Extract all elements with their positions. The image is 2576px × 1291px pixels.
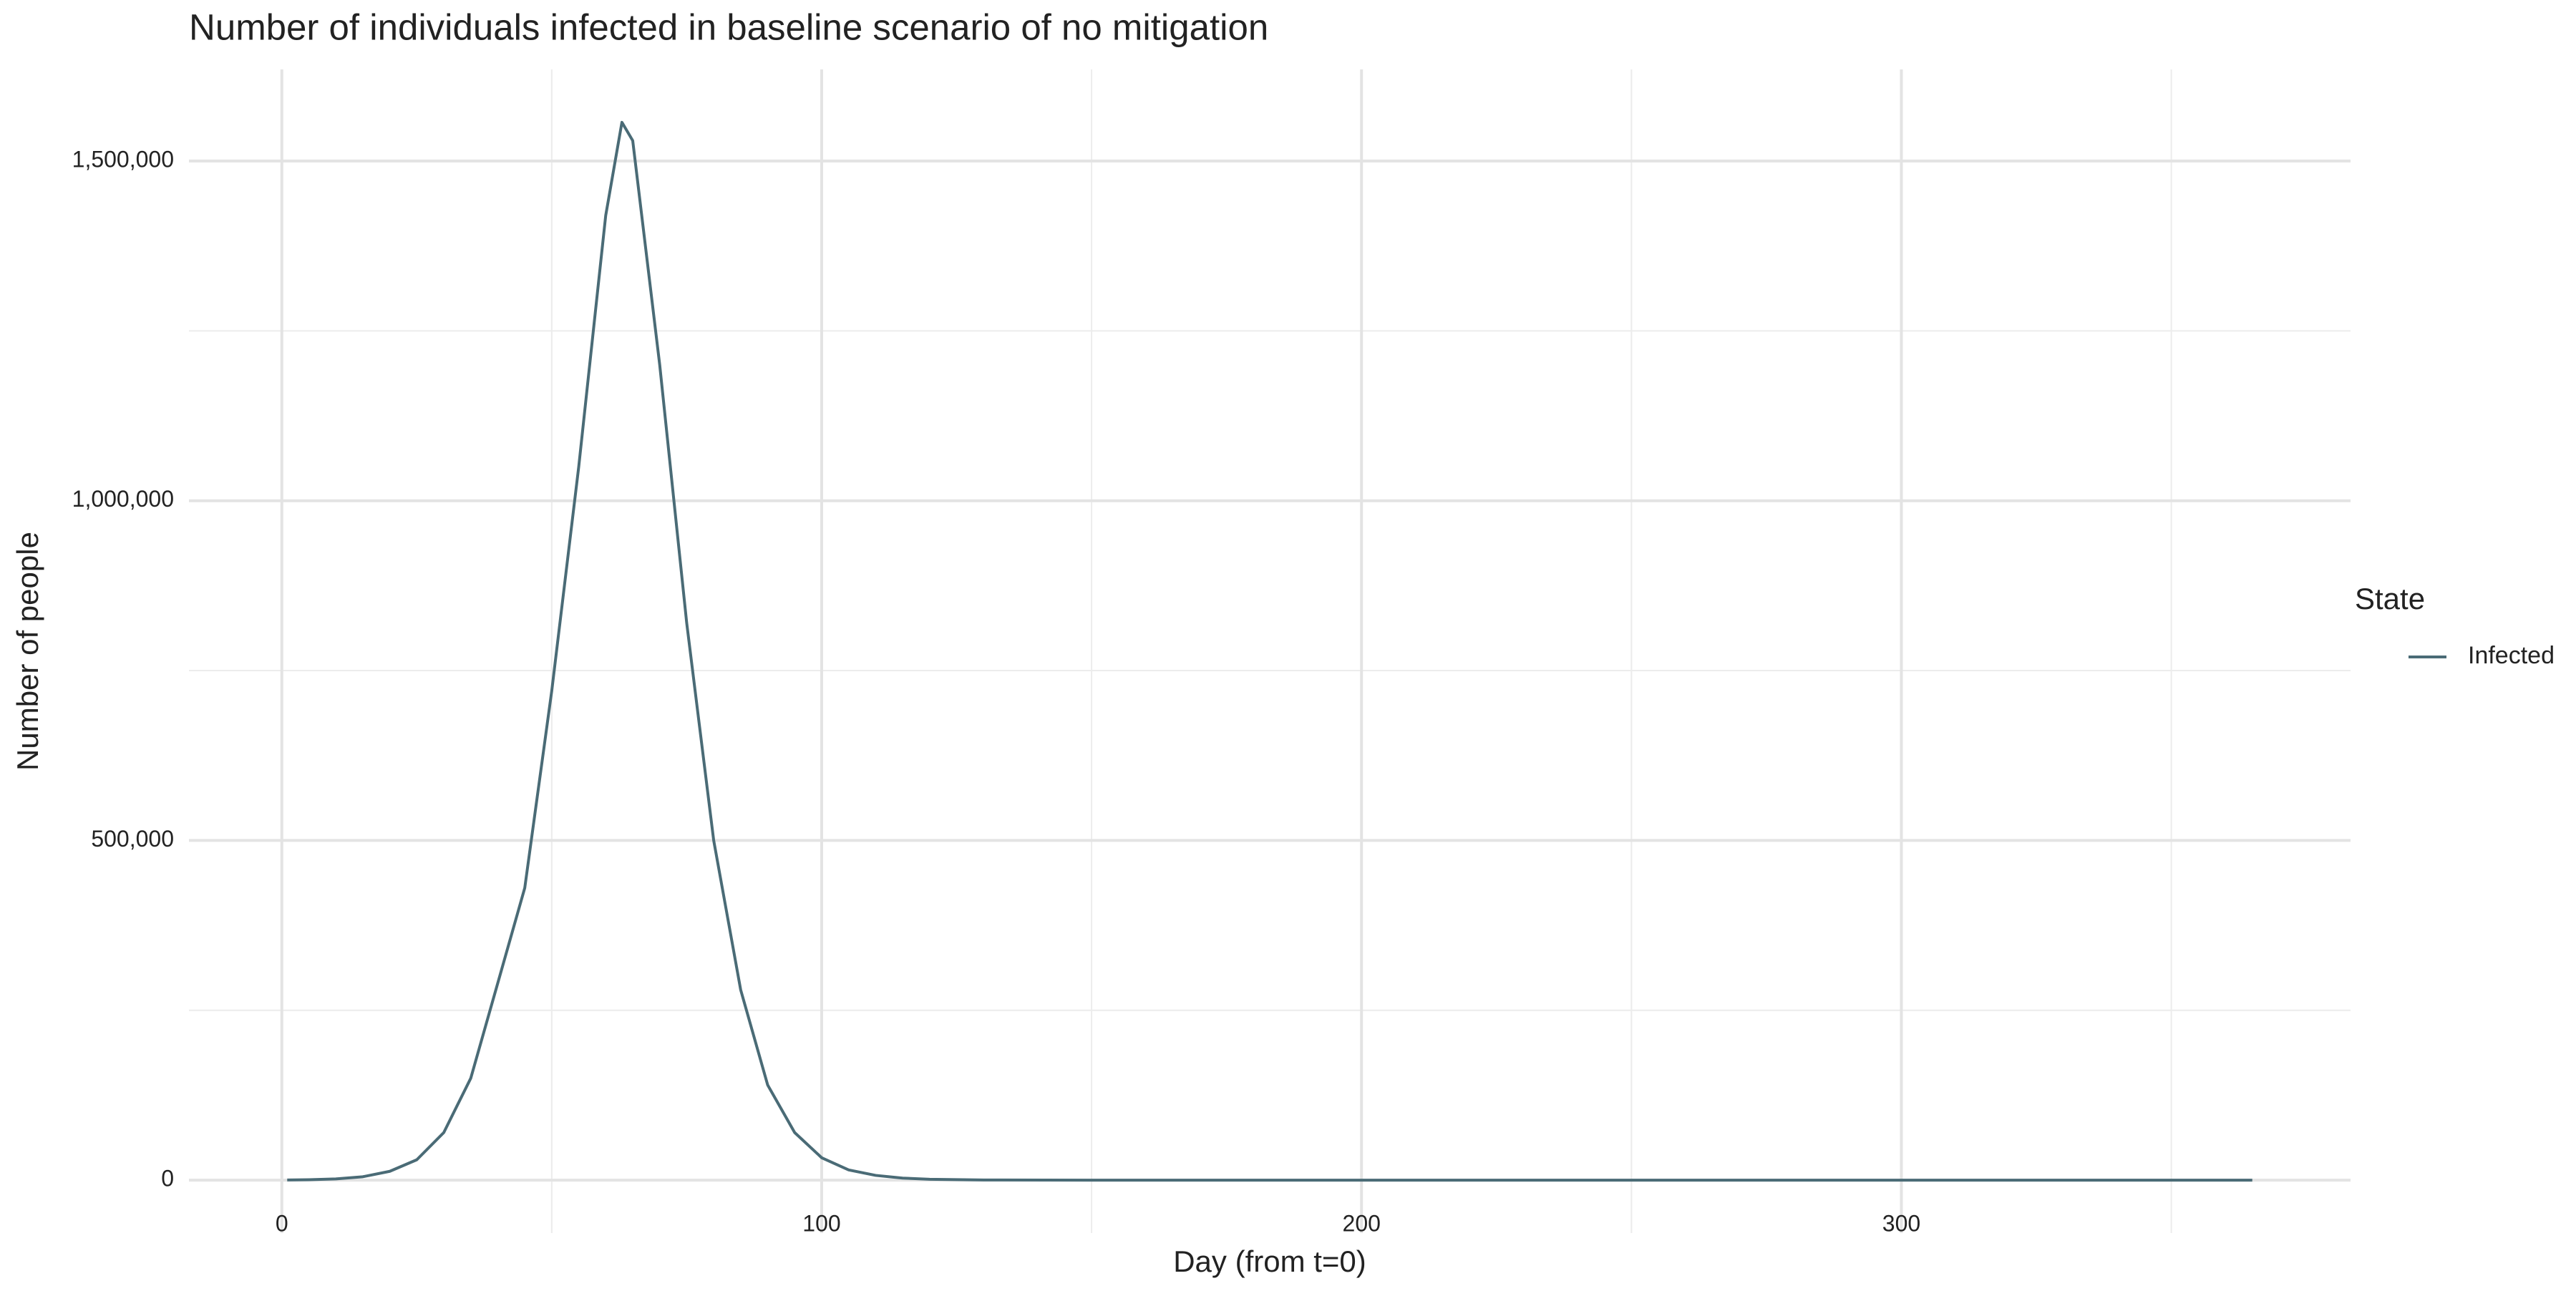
y-axis-title: Number of people — [11, 532, 44, 771]
legend-title: State — [2355, 582, 2425, 615]
y-tick-label: 1,000,000 — [72, 486, 174, 512]
y-tick-label: 1,500,000 — [72, 146, 174, 172]
legend-label: Infected — [2468, 642, 2555, 669]
x-tick-label: 200 — [1343, 1210, 1381, 1236]
x-tick-label: 100 — [802, 1210, 840, 1236]
x-axis-title: Day (from t=0) — [1173, 1244, 1366, 1278]
x-tick-label: 300 — [1882, 1210, 1920, 1236]
chart-title: Number of individuals infected in baseli… — [189, 6, 1268, 47]
y-tick-label: 500,000 — [91, 826, 174, 852]
y-tick-label: 0 — [161, 1166, 174, 1192]
x-tick-label: 0 — [276, 1210, 288, 1236]
line-series — [287, 120, 2252, 1182]
